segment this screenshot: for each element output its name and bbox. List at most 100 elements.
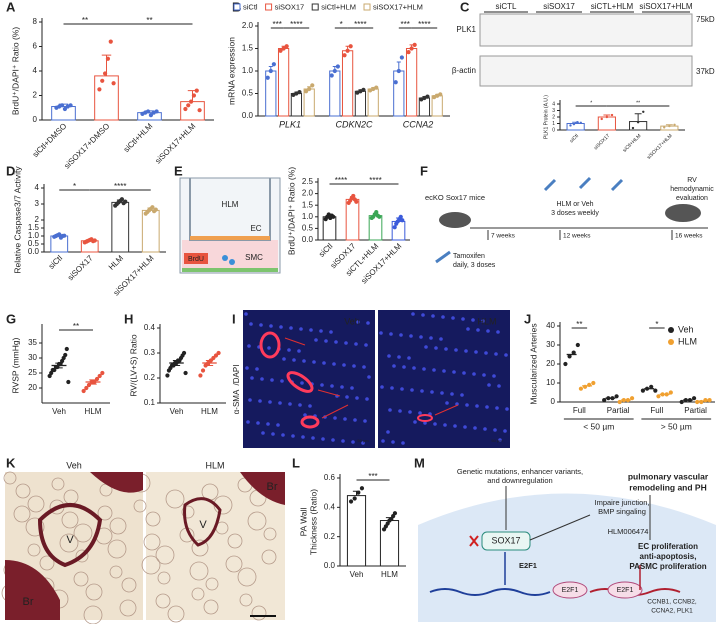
data-point [374,85,379,90]
label: SMC [245,253,263,262]
x-tick-label: siSOX17+DMSO [62,122,111,171]
data-point [392,225,397,230]
label: EC [250,224,261,233]
group-label: > 50 µm [661,421,692,431]
data-point [687,398,693,403]
data-point [691,396,697,401]
cell [229,259,235,265]
y-axis-label: PA Wall [298,507,308,536]
nucleus [482,373,486,377]
nucleus [319,329,323,333]
legend-label: HLM [678,336,697,346]
nucleus [505,407,509,411]
data-point [284,44,289,49]
alveolus [109,517,127,535]
alveolus [27,543,41,557]
y-axis-label: Thickness (Ratio) [308,489,318,555]
data-point [587,382,592,387]
bar [329,70,341,117]
label: remodeling and PH [629,482,706,492]
nucleus [329,330,333,334]
nucleus [411,312,415,316]
legend-label: siCtl+HLM [321,2,356,11]
nucleus [389,332,393,336]
data-point [348,499,354,504]
nucleus [289,326,293,330]
nucleus [420,389,424,393]
bar [367,88,379,117]
brdu-box [184,253,208,264]
label: HLM or Veh [557,201,594,208]
x-tick-label: siCtl+DMSO [31,122,69,160]
bar [393,70,405,117]
data-point [660,392,665,397]
legend-swatch [668,339,674,345]
data-point [197,108,202,113]
label: E2F1 [617,587,634,594]
data-point [97,87,102,92]
data-point [92,238,97,243]
legend-label: siSOX17 [275,2,305,11]
x-tick-label: Veh [52,407,66,416]
nucleus [355,396,359,400]
data-point [644,386,650,391]
data-point [703,398,708,403]
y-tick-label: 1 [552,121,555,127]
data-point [572,122,576,126]
nucleus [423,421,427,425]
legend-swatch [265,3,273,11]
data-point [111,81,116,86]
x-tick-label: Veh [170,407,184,416]
alveolus [27,495,45,513]
y-tick-label: 35 [28,338,37,347]
data-point [576,121,579,124]
nucleus [249,322,253,326]
nucleus [256,421,260,425]
alveolus [141,555,161,575]
y-tick-label: 1.5 [242,44,254,53]
nucleus [465,403,469,407]
data-point [181,350,187,356]
nucleus [255,367,259,371]
x-tick-label: siSOX17+HLM [646,133,674,161]
significance: * [340,20,343,29]
panel-letter: G [6,311,16,326]
x-tick-label: Partial [684,406,707,415]
data-point [310,83,315,88]
data-point [119,197,125,202]
panel-letter: F [420,163,428,178]
x-tick-label: CCNA2 [403,119,434,129]
nucleus [503,429,507,433]
data-point [86,382,92,388]
alveolus [145,511,161,527]
nucleus [439,337,443,341]
data-point [578,386,584,391]
panel-letter: E [174,163,183,178]
nucleus [471,318,475,322]
label: ecKO Sox17 mice [425,193,485,202]
mouse [439,212,471,228]
data-point [108,39,113,44]
x-tick-label: HLM [85,407,102,416]
data-point [268,68,273,74]
nucleus [266,422,270,426]
nucleus [484,351,488,355]
data-point [94,376,100,382]
nucleus [442,369,446,373]
nucleus [287,348,291,352]
alveolus [25,517,45,537]
nucleus [398,409,402,413]
y-tick-label: 1.0 [28,231,40,240]
data-point [374,210,379,215]
nucleus [487,383,491,387]
nucleus [409,334,413,338]
data-point [399,55,404,60]
data-point [97,373,102,379]
data-point [361,87,366,92]
error-bar [634,113,642,122]
label: RV [687,177,697,184]
y-tick-label: 3 [552,108,555,114]
vessel [37,503,103,568]
data-point [191,93,197,98]
label: HLM [477,316,496,326]
